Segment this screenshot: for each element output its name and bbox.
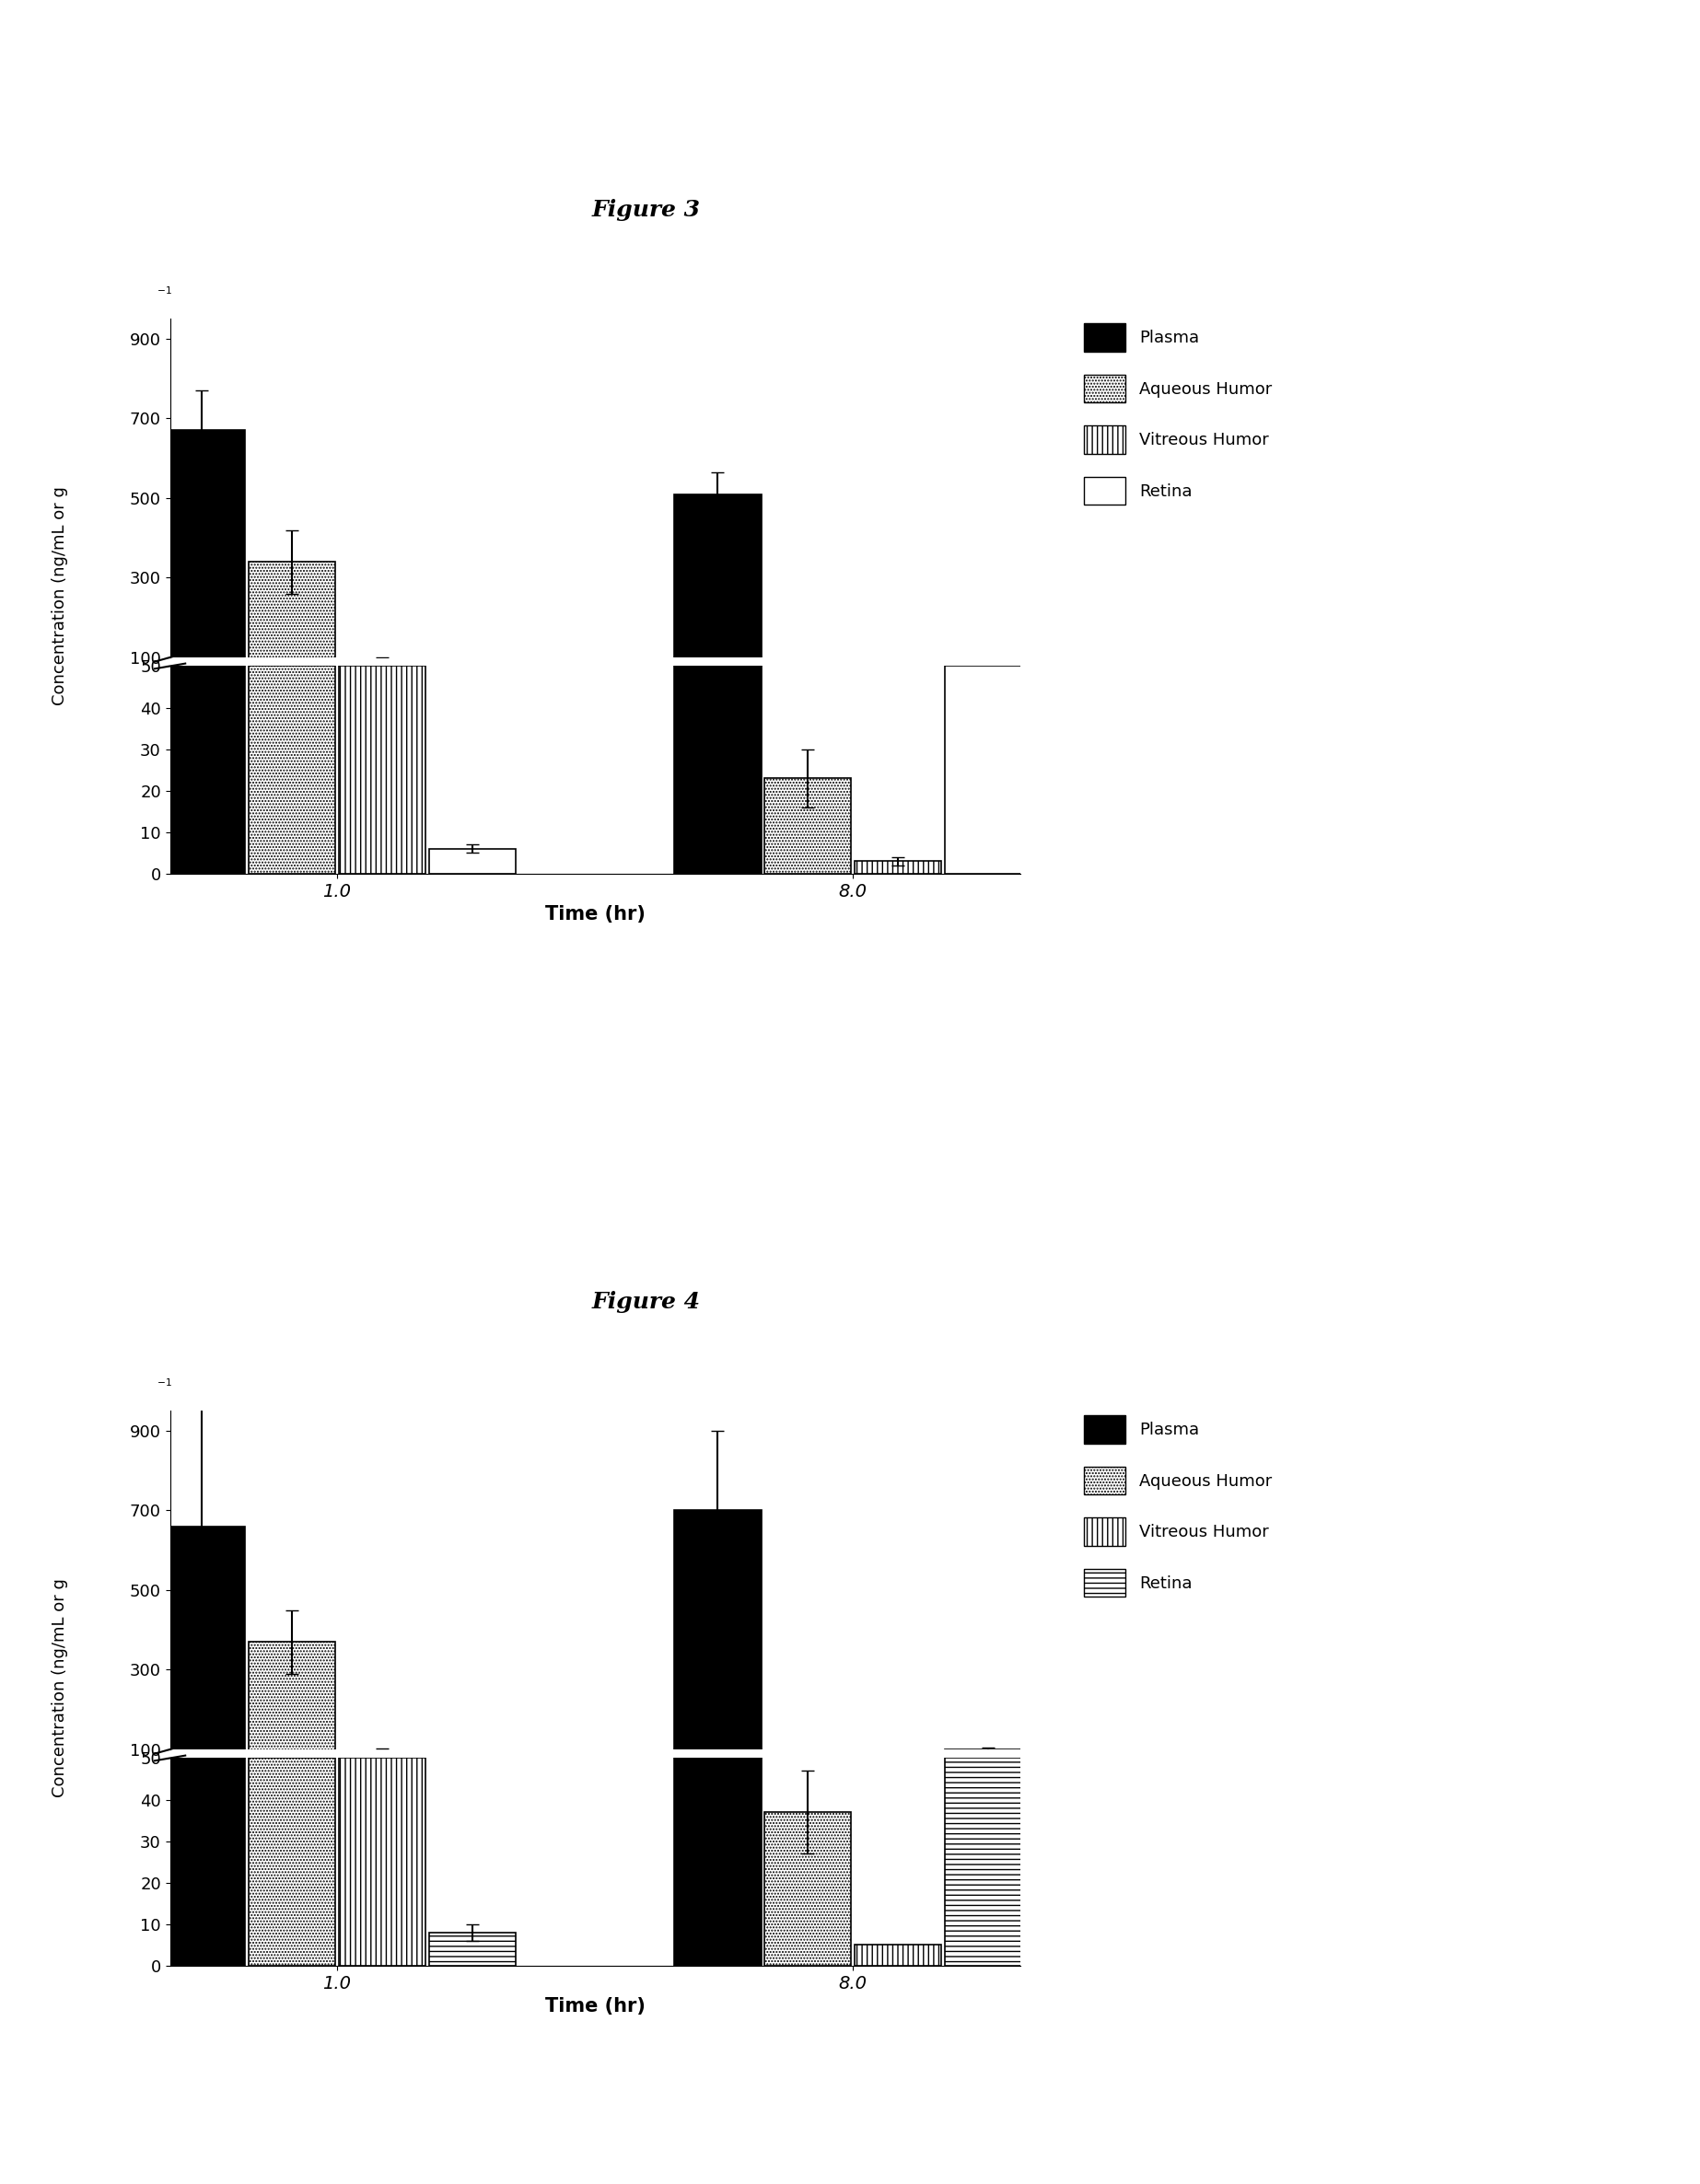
Bar bbox=[338, 1752, 425, 1789]
Bar bbox=[945, 1749, 1032, 1789]
Bar bbox=[338, 1758, 425, 1966]
Bar bbox=[855, 1944, 942, 1966]
Bar bbox=[158, 1758, 245, 1966]
Bar bbox=[248, 561, 335, 697]
Legend: Plasma, Aqueous Humor, Vitreous Humor, Retina: Plasma, Aqueous Humor, Vitreous Humor, R… bbox=[1071, 310, 1285, 518]
Bar bbox=[765, 778, 852, 874]
Bar bbox=[675, 666, 762, 874]
Text: Figure 4: Figure 4 bbox=[592, 1291, 700, 1313]
Bar bbox=[428, 850, 515, 874]
Bar bbox=[338, 662, 425, 697]
Bar bbox=[158, 666, 245, 874]
Bar bbox=[338, 666, 425, 874]
Bar bbox=[855, 860, 942, 874]
X-axis label: Time (hr): Time (hr) bbox=[546, 904, 644, 924]
Bar bbox=[675, 1511, 762, 1789]
Bar bbox=[428, 1933, 515, 1966]
Bar bbox=[158, 1527, 245, 1789]
Bar bbox=[248, 1758, 335, 1966]
Text: Concentration (ng/mL or g: Concentration (ng/mL or g bbox=[51, 1579, 68, 1797]
Bar bbox=[945, 1758, 1032, 1966]
Bar bbox=[158, 430, 245, 697]
X-axis label: Time (hr): Time (hr) bbox=[546, 1996, 644, 2016]
Text: Concentration (ng/mL or g: Concentration (ng/mL or g bbox=[51, 487, 68, 705]
Bar bbox=[248, 666, 335, 874]
Bar bbox=[765, 1813, 852, 1966]
Bar bbox=[248, 1642, 335, 1789]
Text: Figure 3: Figure 3 bbox=[592, 199, 700, 221]
Text: $^{-1}$: $^{-1}$ bbox=[156, 288, 172, 301]
Bar bbox=[945, 666, 1032, 874]
Bar bbox=[675, 494, 762, 697]
Bar bbox=[675, 1758, 762, 1966]
Text: $^{-1}$: $^{-1}$ bbox=[156, 1380, 172, 1393]
Legend: Plasma, Aqueous Humor, Vitreous Humor, Retina: Plasma, Aqueous Humor, Vitreous Humor, R… bbox=[1071, 1402, 1285, 1610]
